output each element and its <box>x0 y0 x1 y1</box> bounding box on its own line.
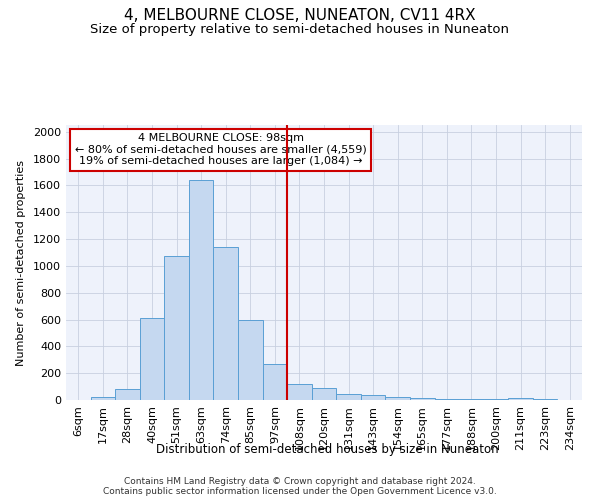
Text: Contains HM Land Registry data © Crown copyright and database right 2024.: Contains HM Land Registry data © Crown c… <box>124 478 476 486</box>
Bar <box>115 390 140 400</box>
Bar <box>312 388 336 400</box>
Bar <box>263 364 287 400</box>
Text: Contains public sector information licensed under the Open Government Licence v3: Contains public sector information licen… <box>103 488 497 496</box>
Bar <box>434 398 459 400</box>
Bar <box>91 398 115 400</box>
Bar <box>385 398 410 400</box>
Bar <box>238 320 263 400</box>
Bar <box>508 398 533 400</box>
Bar <box>361 396 385 400</box>
Bar <box>214 247 238 400</box>
Text: 4, MELBOURNE CLOSE, NUNEATON, CV11 4RX: 4, MELBOURNE CLOSE, NUNEATON, CV11 4RX <box>124 8 476 22</box>
Y-axis label: Number of semi-detached properties: Number of semi-detached properties <box>16 160 26 366</box>
Text: 4 MELBOURNE CLOSE: 98sqm
← 80% of semi-detached houses are smaller (4,559)
19% o: 4 MELBOURNE CLOSE: 98sqm ← 80% of semi-d… <box>75 133 367 166</box>
Bar <box>287 384 312 400</box>
Bar <box>336 394 361 400</box>
Bar <box>410 398 434 400</box>
Bar <box>140 318 164 400</box>
Text: Distribution of semi-detached houses by size in Nuneaton: Distribution of semi-detached houses by … <box>155 442 499 456</box>
Text: Size of property relative to semi-detached houses in Nuneaton: Size of property relative to semi-detach… <box>91 22 509 36</box>
Bar <box>164 256 189 400</box>
Bar <box>189 180 214 400</box>
